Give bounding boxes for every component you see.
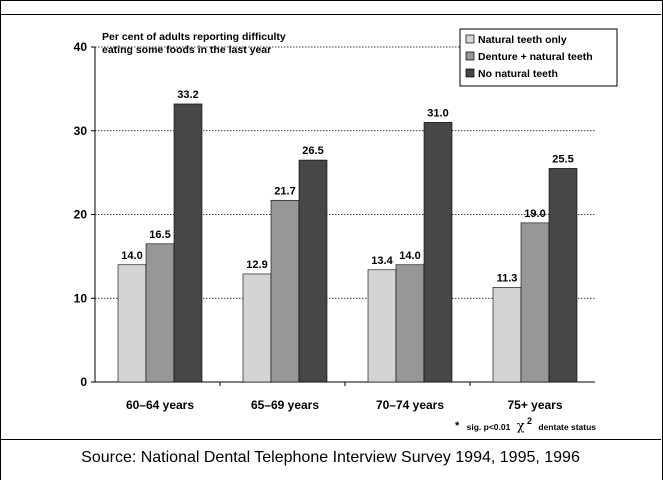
y-tick-label: 40	[74, 40, 88, 54]
significance-note: * sig. p<0.01 χ 2 dentate status	[455, 416, 596, 434]
value-label: 26.5	[302, 145, 323, 157]
category-label: 70–74 years	[376, 398, 444, 412]
note-text: sig. p<0.01	[467, 422, 511, 432]
legend-label-denture: Denture + natural teeth	[478, 51, 593, 63]
category-label: 75+ years	[507, 398, 562, 412]
legend-label-natural: Natural teeth only	[478, 34, 567, 46]
value-label: 25.5	[552, 153, 573, 165]
category-label: 60–64 years	[126, 398, 194, 412]
chart-title-line-1: Per cent of adults reporting difficulty	[102, 31, 286, 43]
bar	[395, 264, 425, 383]
bar	[117, 264, 147, 383]
legend-box	[459, 28, 618, 87]
value-label: 19.0	[524, 208, 545, 220]
note-chi: χ	[517, 419, 525, 434]
source-caption: Source: National Dental Telephone Interv…	[81, 449, 580, 466]
gridlines	[95, 46, 595, 299]
chart-panel: 0 10 20 30 40 14.0 16.5 33.2 60–64 years 12.9 21.7…	[0, 14, 661, 440]
bars	[117, 103, 578, 383]
value-label: 14.0	[399, 250, 420, 262]
value-label: 13.4	[371, 255, 393, 267]
bar-chart: 0 10 20 30 40 14.0 16.5 33.2 60–64 years 12.9 21.7…	[74, 28, 618, 434]
bar	[242, 273, 272, 383]
legend-swatch-natural	[465, 34, 475, 44]
y-tick-label: 20	[74, 208, 88, 222]
y-tick-label: 0	[80, 375, 87, 389]
y-tick-label: 10	[74, 291, 88, 305]
bar	[423, 122, 453, 383]
labels: 0 10 20 30 40 14.0 16.5 33.2 60–64 years 12.9 21.7…	[74, 40, 574, 412]
value-label: 31.0	[427, 107, 448, 119]
value-label: 14.0	[121, 250, 142, 262]
legend-swatch-none	[465, 68, 475, 78]
value-label: 11.3	[497, 272, 518, 284]
note-rest: dentate status	[538, 422, 596, 432]
bar	[270, 199, 300, 383]
chart-title-line-2: eating some foods in the last year	[102, 44, 271, 56]
bar	[548, 168, 578, 383]
value-label: 16.5	[149, 229, 170, 241]
bar	[173, 103, 203, 383]
bar	[145, 243, 175, 383]
note-sup: 2	[527, 416, 532, 426]
legend: Natural teeth only Denture + natural tee…	[459, 28, 618, 87]
legend-swatch-denture	[465, 51, 475, 61]
value-label: 21.7	[274, 185, 295, 197]
value-label: 33.2	[177, 89, 198, 101]
y-tick-label: 30	[74, 124, 88, 138]
bar	[492, 287, 522, 383]
category-label: 65–69 years	[251, 398, 319, 412]
legend-label-none: No natural teeth	[478, 68, 558, 80]
note-star: *	[455, 420, 460, 432]
bar	[520, 222, 550, 383]
value-label: 12.9	[246, 259, 267, 271]
bar	[367, 269, 397, 383]
bar	[298, 159, 328, 383]
